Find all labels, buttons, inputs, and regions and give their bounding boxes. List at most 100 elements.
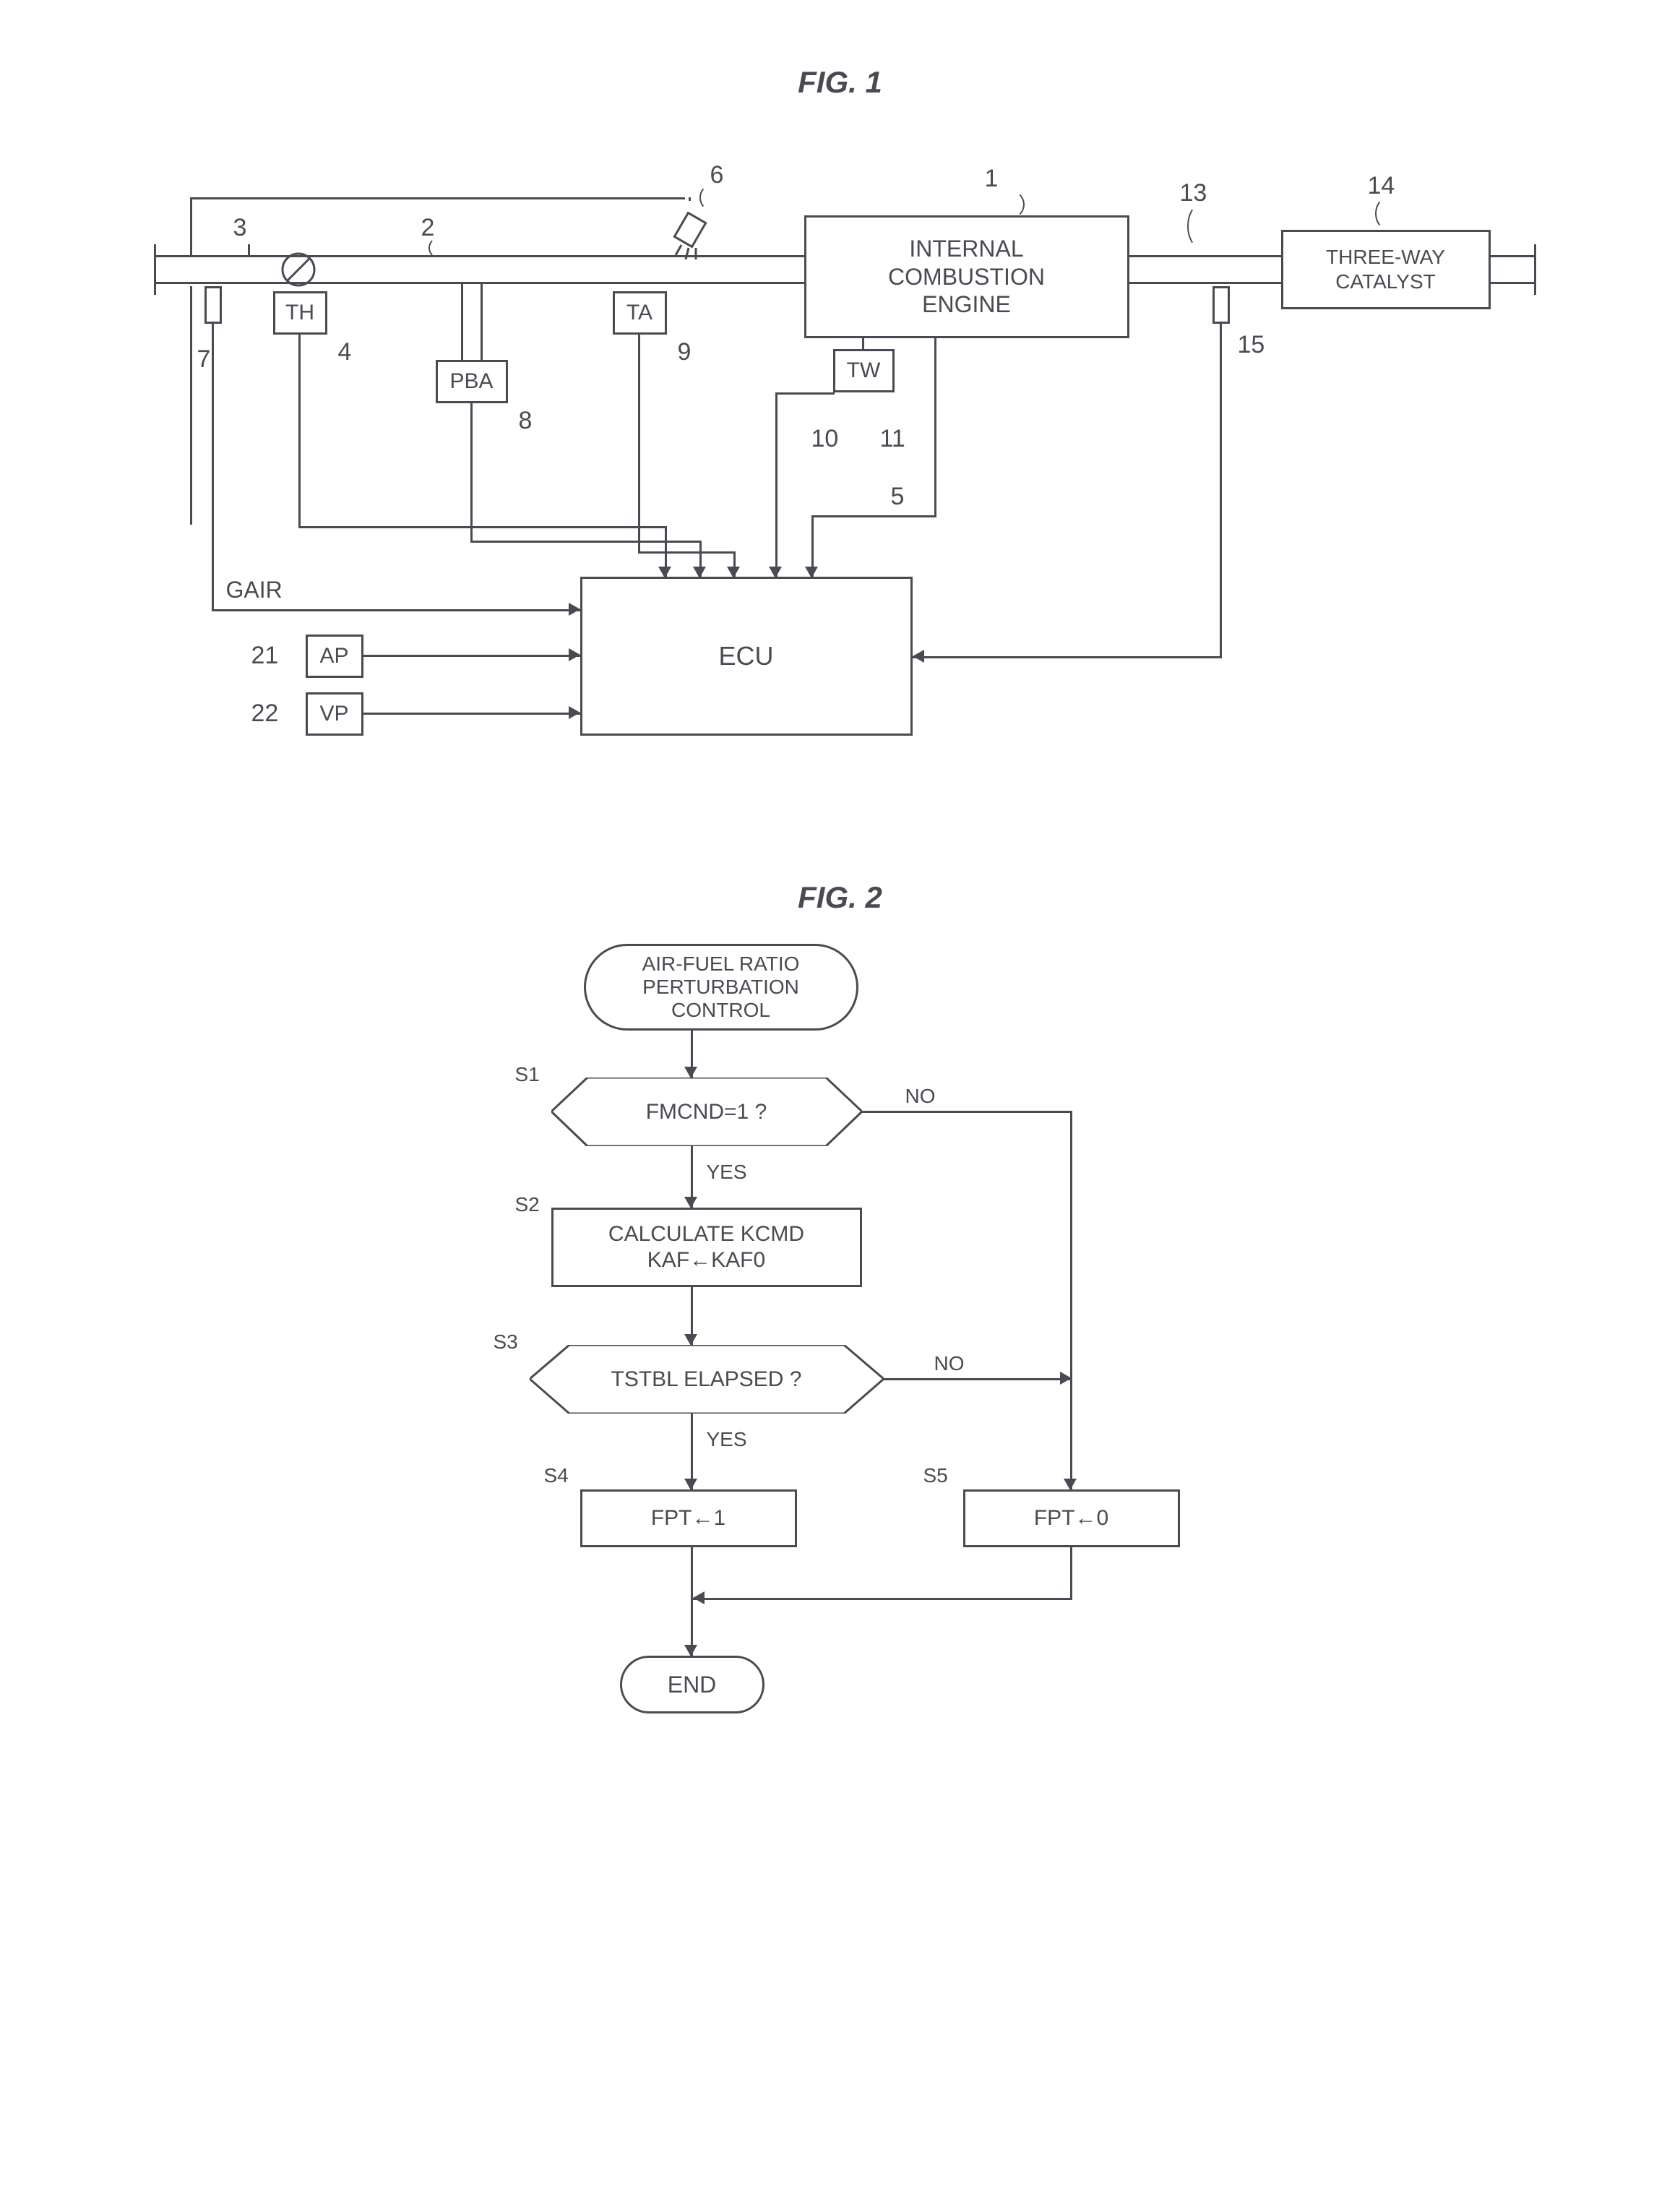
injector-icon (660, 212, 710, 262)
pba-sensor: PBA (436, 360, 508, 403)
edge-s1-no-v (1070, 1111, 1072, 1489)
wire-ap (363, 655, 580, 657)
th-sensor: TH (273, 291, 327, 335)
gair-label: GAIR (226, 577, 283, 603)
ecu-box: ECU (580, 577, 913, 736)
ref-1: 1 (985, 165, 999, 193)
ref-9: 9 (678, 338, 692, 366)
wire-ta-h (638, 551, 736, 554)
ref-7: 7 (197, 345, 211, 374)
flow-s1-text: FMCND=1 ? (551, 1078, 862, 1146)
arrow-tw (769, 567, 782, 578)
lbl-yes1: YES (707, 1161, 747, 1184)
engine-box: INTERNALCOMBUSTIONENGINE (804, 215, 1129, 338)
wire-th-h (298, 526, 667, 528)
ref-15: 15 (1238, 331, 1265, 359)
lbl-no2: NO (934, 1352, 965, 1375)
flow-s1: FMCND=1 ? (551, 1078, 862, 1146)
lbl-no1: NO (905, 1085, 936, 1108)
arrow-ap (569, 648, 580, 661)
ref-5: 5 (891, 483, 905, 511)
arrow-pba (693, 567, 706, 578)
ref-13: 13 (1180, 179, 1207, 207)
arrow-gair (569, 603, 580, 616)
tw-sensor: TW (833, 349, 895, 392)
exhaust-pipe-1 (1129, 255, 1281, 284)
lbl-s1: S1 (515, 1063, 540, 1086)
ah-start-s1 (684, 1067, 697, 1078)
pipe-end (154, 244, 156, 295)
ah-s5 (1064, 1479, 1077, 1490)
ref-21: 21 (251, 642, 279, 670)
catalyst-box: THREE-WAYCATALYST (1281, 230, 1491, 309)
ref-8: 8 (519, 407, 533, 435)
ah-s3-no (1060, 1372, 1072, 1385)
flow-s3-text: TSTBL ELAPSED ? (530, 1345, 884, 1414)
flow-s4: FPT←1 (580, 1489, 797, 1547)
leader-13 (1187, 205, 1212, 248)
edge-s3-no-h (884, 1378, 1072, 1380)
wire-inj-left1 (190, 197, 192, 255)
flow-start: AIR-FUEL RATIOPERTURBATIONCONTROL (584, 944, 858, 1031)
flow-end: END (620, 1656, 764, 1713)
wire-gair (212, 324, 214, 609)
vp-sensor: VP (306, 692, 363, 736)
flow-s5: FPT←0 (963, 1489, 1180, 1547)
ap-sensor: AP (306, 635, 363, 678)
wire-inj-stub (689, 197, 691, 201)
ah-merge (693, 1591, 705, 1604)
edge-s5-merge (693, 1598, 1072, 1600)
arrow-th (658, 567, 671, 578)
lbl-s2: S2 (515, 1193, 540, 1216)
wire-vp (363, 713, 580, 715)
sensor-15-marker (1212, 286, 1230, 324)
edge-s5-down (1070, 1547, 1072, 1598)
wire-gair-h (212, 609, 580, 611)
wire-15 (1220, 324, 1222, 656)
ref-10: 10 (811, 425, 839, 453)
lbl-s4: S4 (544, 1464, 569, 1487)
wire-15-h (913, 656, 1222, 658)
leader-14 (1375, 197, 1400, 230)
fig1-title: FIG. 1 (101, 65, 1579, 100)
pipe-end-r (1534, 244, 1536, 295)
leader-2 (428, 237, 450, 259)
lbl-s5: S5 (923, 1464, 948, 1487)
flow-s2: CALCULATE KCMDKAF←KAF0 (551, 1208, 862, 1287)
arrow-15 (913, 650, 924, 663)
wire-pba-h (470, 541, 702, 543)
ref-4: 4 (338, 338, 352, 366)
throttle-valve-icon (277, 248, 320, 291)
fig2-flowchart: AIR-FUEL RATIOPERTURBATIONCONTROL FMCND=… (443, 944, 1238, 1811)
wire-pba (470, 403, 473, 541)
ref-11: 11 (880, 425, 905, 453)
exhaust-pipe-2 (1491, 255, 1534, 284)
wire-inj-left2 (190, 286, 192, 525)
leader-1 (996, 190, 1025, 219)
arrow-vp (569, 706, 580, 719)
ref-22: 22 (251, 700, 279, 728)
lbl-s3: S3 (494, 1330, 518, 1354)
ah-s3-s4 (684, 1479, 697, 1490)
ah-s2-s3 (684, 1334, 697, 1346)
wire-tw-top (862, 338, 864, 350)
ref-2: 2 (421, 214, 435, 242)
wire-11-h (811, 515, 936, 517)
wire-3-stub (248, 244, 250, 255)
leader-6 (699, 185, 721, 210)
ta-sensor: TA (613, 291, 667, 335)
wire-tw-h0 (775, 392, 835, 395)
wire-tw (775, 392, 777, 578)
wire-11a (934, 338, 936, 515)
wire-ta (638, 335, 640, 551)
ref-3: 3 (233, 214, 247, 242)
wire-th (298, 335, 301, 526)
fig2-title: FIG. 2 (101, 880, 1579, 915)
sensor-7-marker (204, 286, 222, 324)
edge-s1-no-h (862, 1111, 1072, 1113)
ah-s1-s2 (684, 1197, 697, 1208)
wire-inj-top (190, 197, 685, 199)
flow-s3: TSTBL ELAPSED ? (530, 1345, 884, 1414)
pba-stub (461, 284, 483, 360)
ref-14: 14 (1368, 172, 1395, 200)
